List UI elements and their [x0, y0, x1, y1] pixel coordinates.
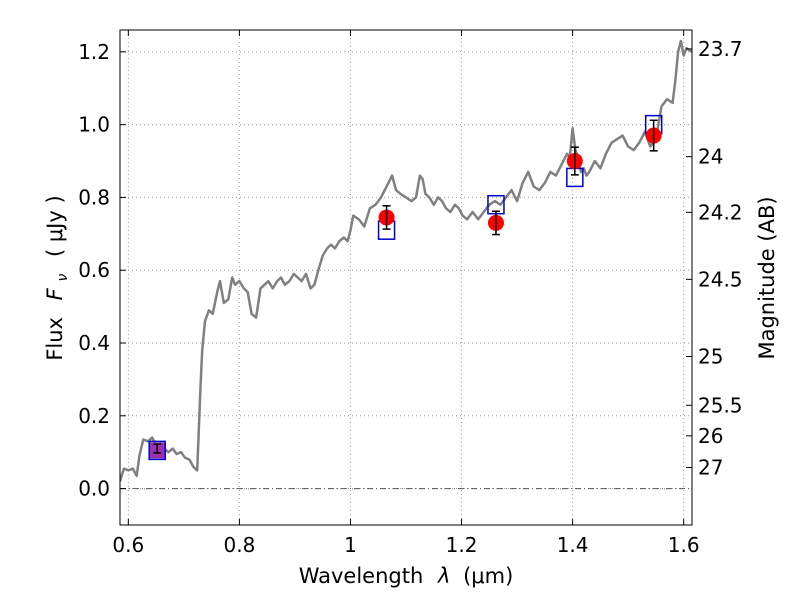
- right-tick-label: 24: [698, 145, 723, 169]
- right-tick-label: 25: [698, 344, 723, 368]
- x-axis-label: Wavelength λ (μm): [299, 564, 514, 588]
- x-tick-label: 1.6: [668, 533, 700, 557]
- x-axis-label-symbol: λ: [437, 564, 450, 588]
- y-axis-label-symbol: F: [43, 287, 67, 300]
- x-axis-label-text: Wavelength: [299, 564, 424, 588]
- grid: [120, 30, 692, 525]
- model-box: [148, 440, 166, 461]
- right-tick-label: 24.5: [698, 267, 743, 291]
- observed-point-layer: [153, 119, 662, 454]
- y-axis-label-text: Flux: [43, 317, 67, 361]
- x-axis-label-unit: (μm): [463, 564, 513, 588]
- x-tick-label: 0.8: [223, 533, 255, 557]
- right-axis-label: Magnitude (AB): [755, 196, 779, 359]
- tick-layer: 0.6 0.8 1 1.2 1.4 1.6 0.0 0.2 0.4 0.6 0.8 1.0 1.2 23.…: [78, 30, 743, 557]
- right-tick-label: 23.7: [698, 37, 743, 61]
- x-tick-label: 1: [344, 533, 357, 557]
- y-tick-label: 0.4: [78, 331, 110, 355]
- right-tick-label: 27: [698, 455, 723, 479]
- y-tick-label: 0.8: [78, 185, 110, 209]
- y-tick-label: 1.2: [78, 40, 110, 64]
- y-axis-label: Flux F ν ( μJy ): [43, 195, 72, 360]
- y-axis-label-subscript: ν: [55, 274, 71, 282]
- x-tick-label: 1.4: [557, 533, 589, 557]
- spectrum-layer: [120, 39, 692, 482]
- y-tick-label: 0.2: [78, 404, 110, 428]
- y-tick-label: 0.0: [78, 477, 110, 501]
- x-tick-label: 1.2: [446, 533, 478, 557]
- right-tick-label: 25.5: [698, 393, 743, 417]
- y-axis-label-unit: ( μJy ): [43, 195, 67, 257]
- right-tick-label: 24.2: [698, 200, 743, 224]
- y-tick-label: 0.6: [78, 258, 110, 282]
- x-tick-label: 0.6: [112, 533, 144, 557]
- y-tick-label: 1.0: [78, 113, 110, 137]
- spectrum-line: [120, 39, 692, 482]
- right-tick-label: 26: [698, 424, 723, 448]
- plot-frame: [119, 29, 693, 526]
